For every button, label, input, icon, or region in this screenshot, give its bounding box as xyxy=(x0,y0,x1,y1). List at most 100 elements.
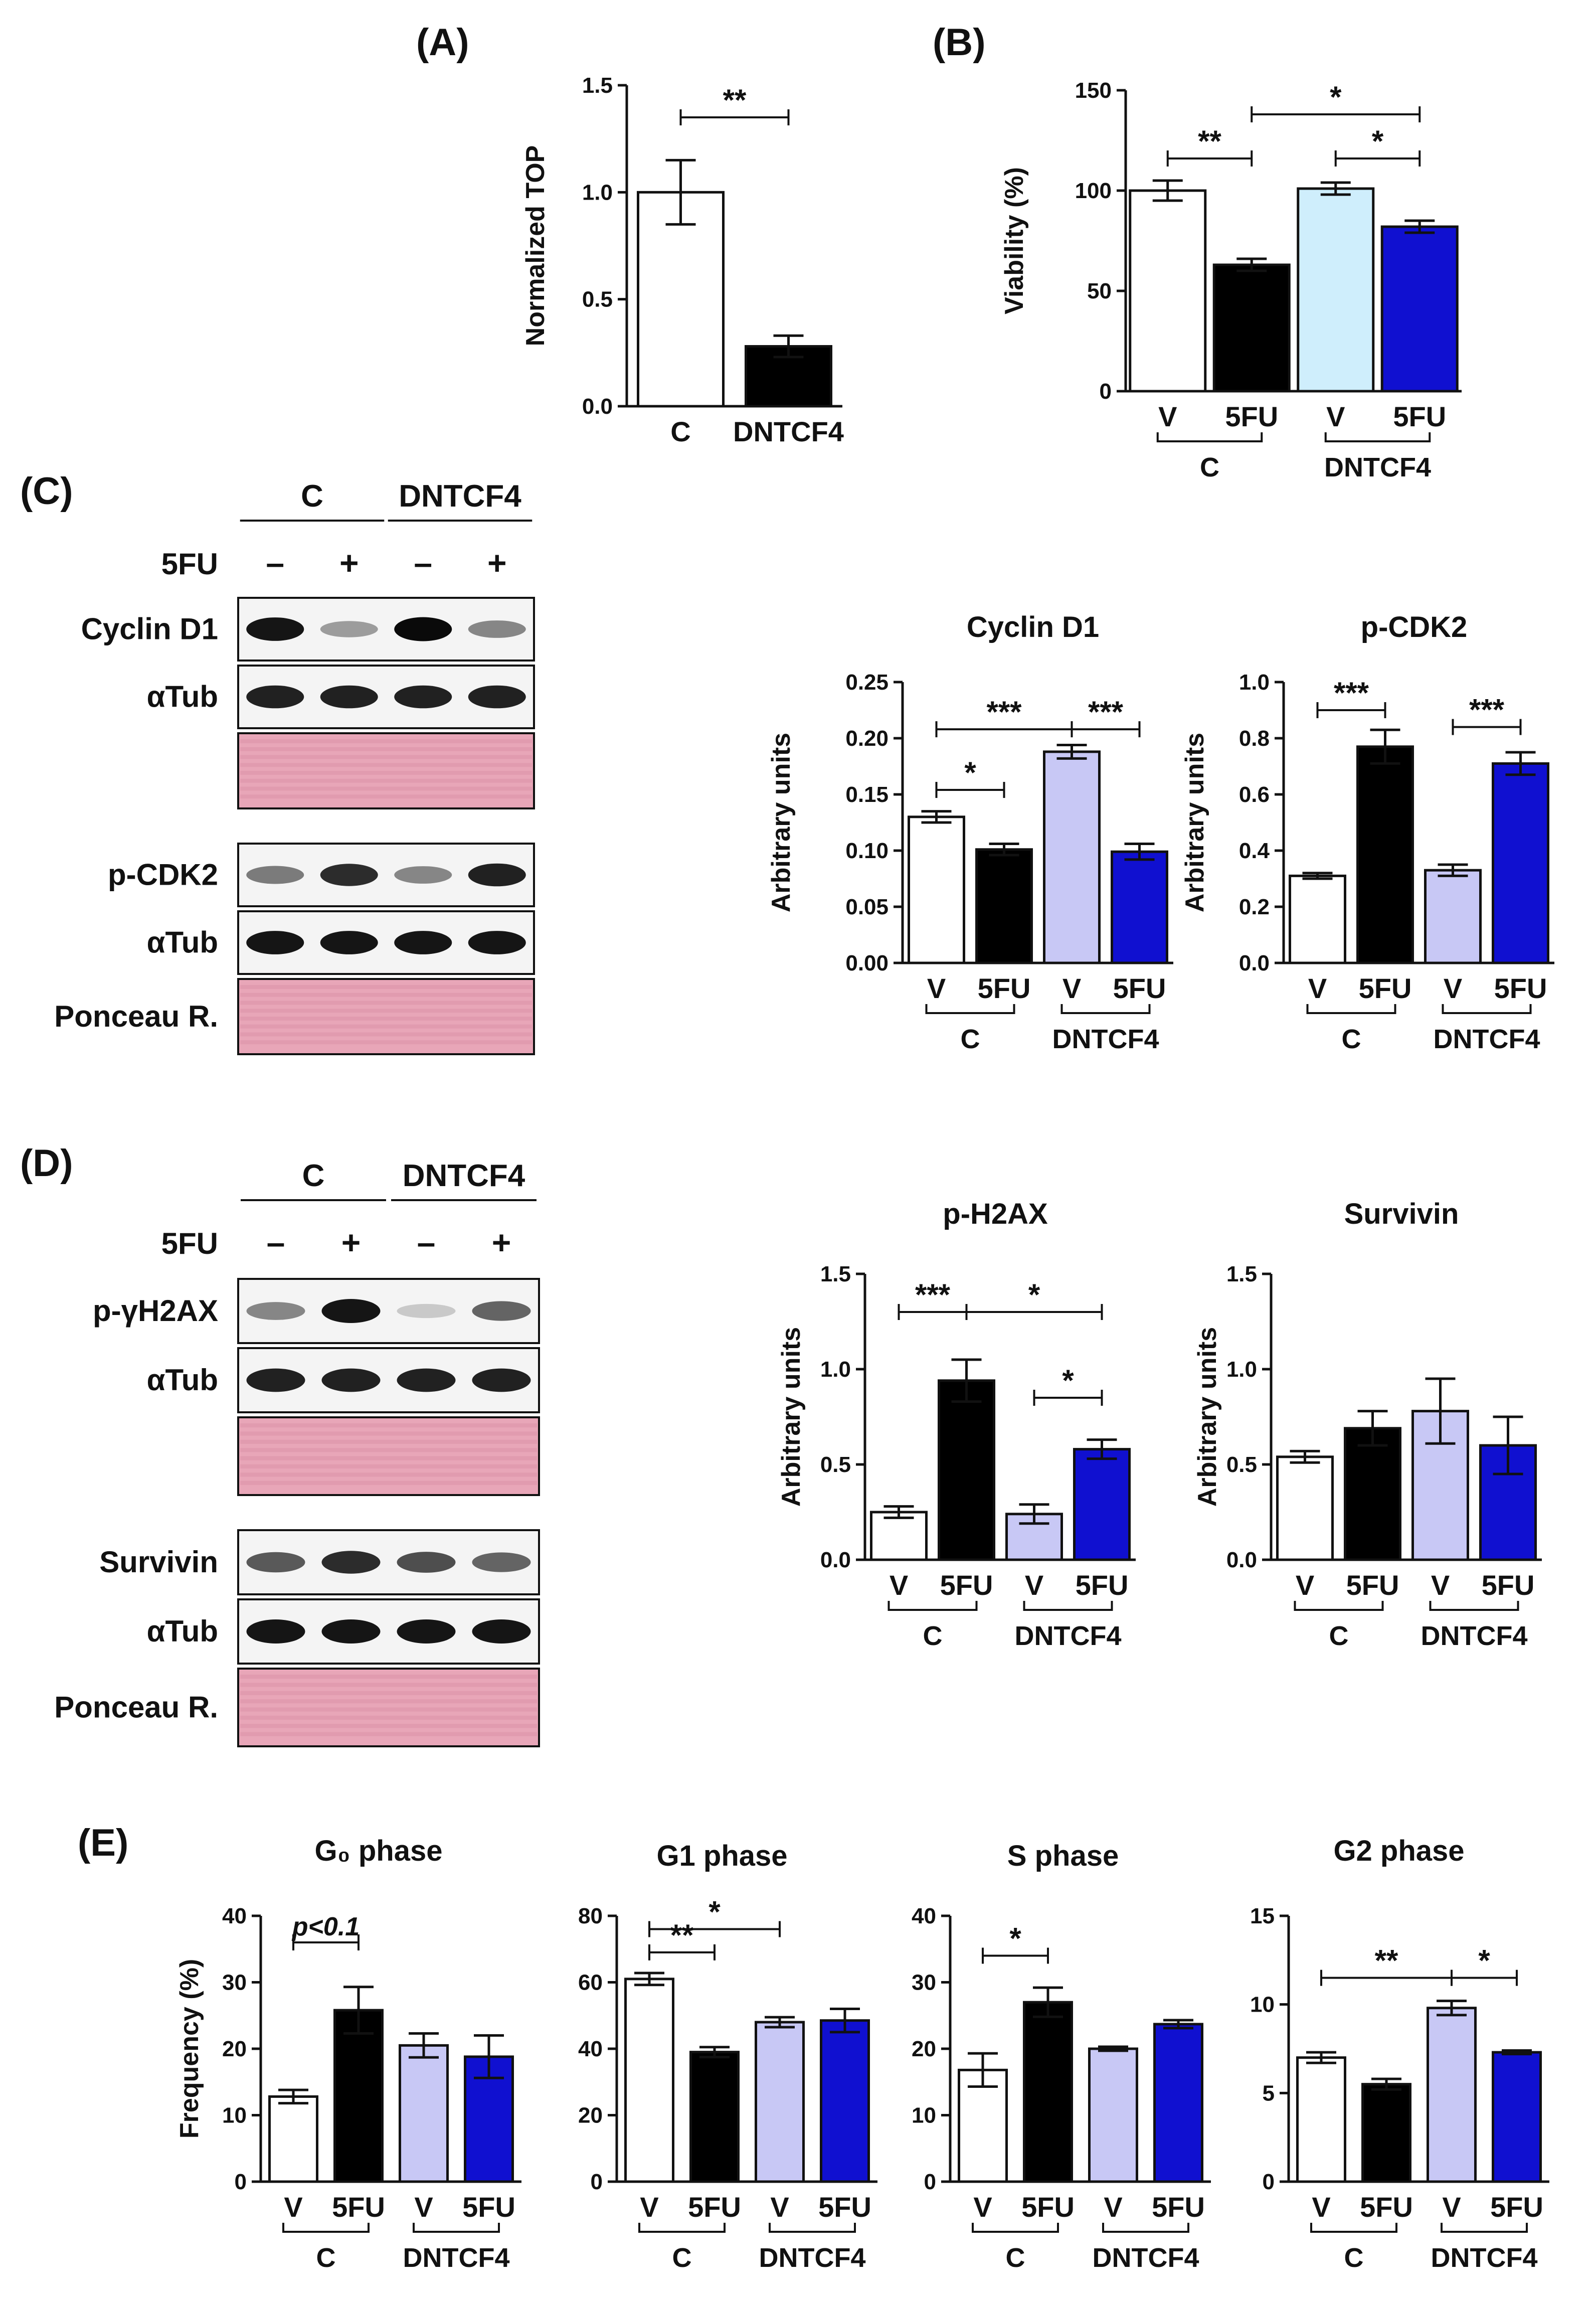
error-bar xyxy=(1425,1377,1456,1445)
y-tick-label: 20 xyxy=(912,2037,936,2061)
ponceau-streak xyxy=(240,1431,537,1436)
significance-label: * xyxy=(1478,1944,1490,1978)
error-bar xyxy=(474,2034,504,2079)
bar xyxy=(870,1511,928,1561)
y-tick-label: 30 xyxy=(222,1970,247,1995)
error-bar xyxy=(1290,1449,1320,1464)
blot-band xyxy=(472,1552,531,1572)
y-tick-label: 0.8 xyxy=(1239,726,1270,751)
error-bar xyxy=(1357,1410,1388,1447)
y-tick-label: 1.5 xyxy=(820,1262,851,1286)
blot-band xyxy=(320,685,378,709)
error-bar xyxy=(773,334,804,359)
blot-row xyxy=(237,1278,540,1344)
group-bracket xyxy=(638,2223,726,2233)
blot-band xyxy=(394,685,452,709)
bar xyxy=(975,848,1033,964)
significance-label: * xyxy=(1330,80,1342,114)
blot-row xyxy=(237,665,535,729)
error-bar xyxy=(765,2016,795,2029)
error-bar xyxy=(883,1505,914,1519)
x-tick-label: 5FU xyxy=(1490,2191,1543,2223)
group-label: C xyxy=(1200,452,1219,482)
y-tick-label: 1.0 xyxy=(820,1357,851,1382)
blot-band xyxy=(320,864,378,886)
significance-label: * xyxy=(1372,124,1384,158)
y-tick-label: 0.0 xyxy=(582,394,613,419)
y-tick-label: 0.0 xyxy=(820,1548,851,1572)
bar xyxy=(1380,225,1459,393)
ponceau-stain xyxy=(237,1416,540,1496)
blot-row-label: p-γH2AX xyxy=(93,1294,218,1328)
blot-band xyxy=(468,931,526,954)
y-tick-label: 10 xyxy=(912,2103,936,2128)
x-tick-label: 5FU xyxy=(1393,401,1446,432)
significance-bracket xyxy=(982,1947,1049,1964)
error-bar xyxy=(1163,2019,1193,2030)
x-tick-label: 5FU xyxy=(1346,1569,1399,1601)
x-tick-label: V xyxy=(1296,1569,1314,1601)
blot-band xyxy=(246,1552,305,1573)
ponceau-streak xyxy=(240,1040,532,1045)
bar xyxy=(1361,2083,1411,2183)
y-tick-label: 20 xyxy=(578,2103,603,2128)
blot-row xyxy=(237,1598,540,1665)
chart-title: Cyclin D1 xyxy=(967,611,1099,643)
blot-row-label: αTub xyxy=(147,680,218,714)
error-bar xyxy=(1152,179,1183,202)
blot-band xyxy=(321,1619,381,1644)
blot-row xyxy=(237,597,535,662)
bar xyxy=(1276,1455,1334,1561)
blot-band xyxy=(320,931,378,954)
significance-bracket xyxy=(1033,1390,1103,1406)
y-tick-label: 0.0 xyxy=(1239,951,1270,975)
blot-band xyxy=(321,1368,381,1392)
error-bar xyxy=(1437,2000,1467,2017)
y-tick-label: 80 xyxy=(578,1904,603,1928)
bar xyxy=(1296,2056,1346,2183)
y-tick-label: 5 xyxy=(1263,2081,1275,2105)
group-label: DNTCF4 xyxy=(1434,1024,1540,1054)
error-bar xyxy=(1320,181,1351,196)
x-tick-label: V xyxy=(1158,401,1177,432)
significance-label: ** xyxy=(670,1918,694,1952)
y-tick-label: 0 xyxy=(1263,2170,1275,2194)
bar xyxy=(1111,850,1168,964)
error-bar xyxy=(343,1986,374,2035)
y-tick-label: 20 xyxy=(222,2037,247,2061)
significance-label: *** xyxy=(1088,695,1124,729)
blot-band xyxy=(394,866,452,884)
error-bar xyxy=(665,158,696,226)
error-bar xyxy=(1098,2045,1128,2052)
ponceau-streak xyxy=(240,786,532,791)
error-bar xyxy=(951,1358,982,1403)
bar xyxy=(1344,1427,1401,1561)
ponceau-streak xyxy=(240,1707,537,1712)
y-axis-label: Viability (%) xyxy=(1000,167,1029,314)
bar xyxy=(637,191,725,408)
blot-band xyxy=(394,617,452,641)
blot-band xyxy=(397,1552,456,1573)
bar xyxy=(745,345,832,408)
y-tick-label: 1.5 xyxy=(1226,1262,1257,1286)
group-label: C xyxy=(1329,1621,1349,1651)
panel-label-e: (E) xyxy=(78,1822,128,1864)
blot-band xyxy=(246,617,304,641)
y-tick-label: 0.05 xyxy=(845,895,889,919)
ponceau-streak xyxy=(240,1732,537,1736)
blot-band xyxy=(321,1551,381,1574)
chart-d2: Survivin 0.0 0.5 1.0 1.5 Arbitrary units V 5FU V… xyxy=(1193,1198,1542,1651)
blot-band xyxy=(246,685,304,709)
bar xyxy=(755,2021,805,2183)
error-bar xyxy=(1493,1415,1523,1475)
x-tick-label: 5FU xyxy=(1021,2191,1075,2223)
x-tick-label: V xyxy=(1104,2191,1122,2223)
ponceau-streak xyxy=(240,755,532,759)
blot-band xyxy=(397,1303,456,1319)
y-axis-label: Frequency (%) xyxy=(175,1959,204,2139)
error-bar xyxy=(1371,2077,1401,2091)
x-tick-label: V xyxy=(770,2191,789,2223)
